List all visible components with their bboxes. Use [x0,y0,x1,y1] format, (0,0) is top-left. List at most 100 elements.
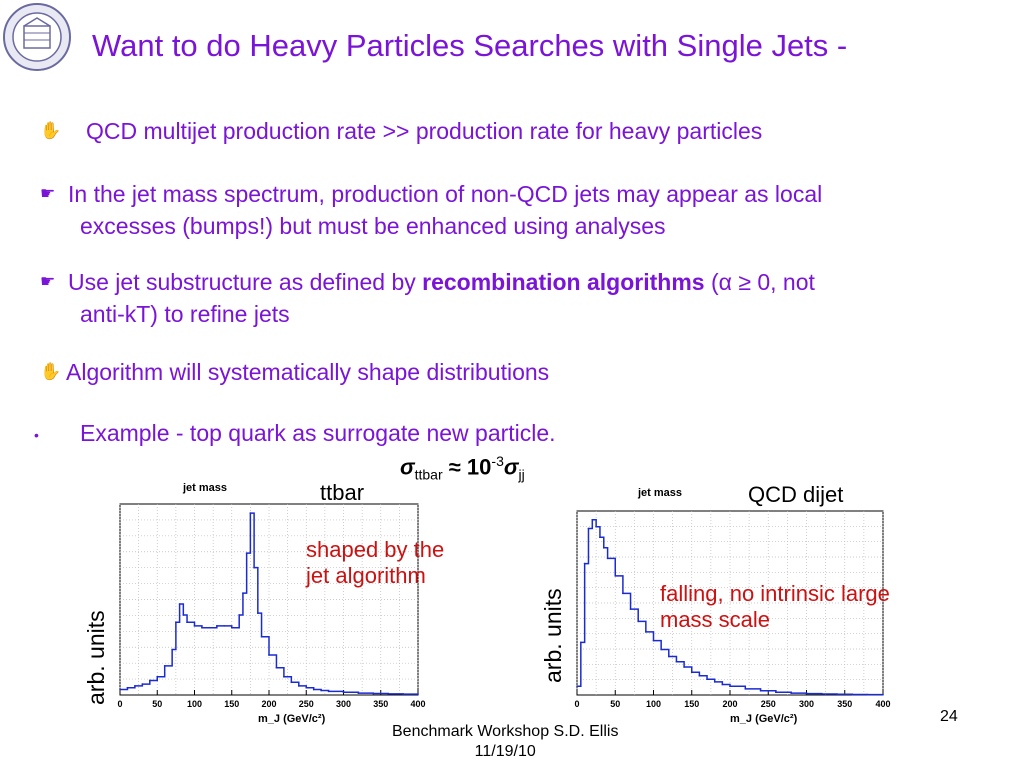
ttbar-jet-mass-chart: 0 50 100 150 200 250 300 350 400 [117,503,426,709]
x-tick-label: 200 [261,699,276,709]
data-point [163,665,166,667]
x-tick-label: 100 [187,699,202,709]
bullet-jet-mass-spectrum: ☛ In the jet mass spectrum, production o… [40,178,1015,242]
data-point [268,654,270,656]
bullet-text: QCD multijet production rate >> producti… [86,118,763,144]
bullet-text-pre: Use jet substructure as defined by [68,269,423,295]
qcd-dijet-jet-mass-chart: 0 50 100 150 200 250 300 350 400 [574,510,891,709]
data-point [591,518,594,521]
data-point [245,552,248,554]
data-point [357,692,360,694]
x-tick-label: 350 [837,699,852,709]
data-point [583,562,586,565]
plot-title-right: jet mass [638,487,683,499]
x-tick-label: 150 [684,699,699,709]
x-tick-label: 400 [410,699,425,709]
data-point [387,693,390,695]
bullet-text: In the jet mass spectrum, production of … [68,181,823,207]
plot-title-left: jet mass [183,482,228,494]
exponent: -3 [491,453,504,469]
data-point [242,592,244,594]
x-tick-label: 350 [373,699,388,709]
bullet-qcd-rate: ✋ QCD multijet production rate >> produc… [40,115,762,147]
data-point [178,603,181,605]
data-point [249,512,252,514]
data-point [721,683,724,686]
data-point [126,686,129,689]
data-point [257,612,259,614]
data-point [790,692,792,694]
x-tick-label: 200 [722,699,737,709]
y-axis-label-right: arb. units [540,588,566,683]
pointing-hand-icon: ☛ [40,184,56,203]
sigma-subscript: jj [518,466,525,483]
data-point [216,625,218,627]
data-point [606,557,609,560]
x-tick-label: 300 [336,699,351,709]
data-point [706,678,708,681]
data-point [327,690,330,693]
bullet-text-bold: recombination algorithms [422,269,705,295]
plot-label-ttbar: ttbar [320,480,365,505]
page-number: 24 [940,708,958,725]
x-tick-label: 100 [646,699,661,709]
x-axis-label-right: m_J (GeV/c²) [730,713,798,725]
annotation-right: falling, no intrinsic large mass scale [660,581,890,632]
data-point [668,655,670,658]
bullet-text-cont: anti-kT) to refine jets [80,301,290,327]
slide-title: Want to do Heavy Particles Searches with… [92,28,848,63]
x-tick-label: 250 [761,699,776,709]
data-point [675,660,678,663]
x-tick-label: 50 [610,699,620,709]
data-point [637,620,639,623]
approx-text: ≈ 10 [442,454,492,480]
data-point [208,626,211,629]
x-tick-label: 400 [875,699,890,709]
data-point [882,693,884,696]
bullet-text: Use jet substructure as defined by recom… [40,266,1015,298]
pointing-hand-icon: ☛ [40,272,56,291]
data-point [645,631,647,633]
data-point [652,639,655,642]
x-tick-label: 50 [152,699,162,709]
data-point [372,692,375,695]
data-point [580,641,582,644]
data-point [587,527,590,530]
data-point [182,614,185,616]
data-point [134,685,136,687]
data-point [253,566,255,569]
bullet-text-post: (α ≥ 0, not [704,269,815,295]
data-point [713,681,716,683]
bullet-text-cont: excesses (bumps!) but must be enhanced u… [80,213,666,239]
data-point [402,693,404,695]
data-point [149,679,151,682]
data-point [320,689,322,692]
data-point [683,666,685,668]
data-point [759,689,762,692]
data-point [729,685,731,688]
data-point [230,626,233,629]
data-point [238,614,240,616]
data-point [171,648,173,651]
data-point [141,683,144,685]
data-point [223,625,226,627]
data-point [690,671,693,674]
data-point [629,608,632,610]
data-point [614,575,617,577]
data-point [698,674,701,677]
data-point [836,693,838,696]
data-point [660,648,662,651]
data-point [312,688,315,691]
data-point [290,681,293,684]
data-point [602,547,605,549]
data-point [805,692,808,695]
sigma-symbol: σ [400,454,415,480]
bullet-algorithm-shape: ✋ Algorithm will systematically shape di… [40,356,549,388]
data-point [175,621,177,624]
x-tick-label: 250 [299,699,314,709]
data-point [193,625,196,627]
data-point [821,693,823,695]
university-seal-logo [3,3,71,71]
hand-pointer-icon: ✋ [40,362,62,381]
x-tick-label: 0 [117,699,122,709]
